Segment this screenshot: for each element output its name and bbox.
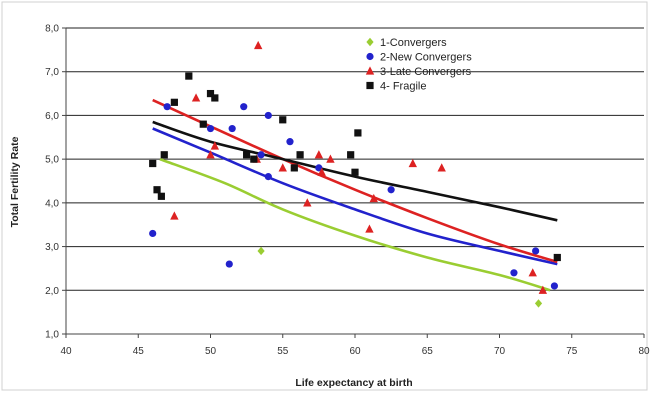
data-point — [369, 193, 378, 203]
x-tick-label: 75 — [566, 346, 578, 357]
data-point — [191, 93, 201, 102]
data-point — [253, 40, 263, 50]
data-point — [387, 186, 395, 194]
plot-area — [66, 28, 644, 334]
data-point — [538, 285, 548, 294]
data-point — [185, 72, 193, 80]
y-tick-label: 1,0 — [45, 330, 59, 341]
data-point — [211, 94, 219, 102]
data-point — [279, 116, 287, 124]
legend-label: 1-Convergers — [380, 37, 447, 49]
data-point — [160, 151, 168, 159]
y-tick-label: 3,0 — [45, 242, 59, 253]
data-point — [290, 164, 298, 172]
y-tick-label: 5,0 — [45, 155, 59, 166]
x-tick-label: 65 — [422, 346, 434, 357]
data-point — [257, 151, 265, 159]
data-point — [303, 198, 312, 207]
x-tick-label: 45 — [133, 346, 145, 357]
data-point — [326, 154, 335, 163]
data-point — [257, 246, 265, 256]
data-point — [149, 159, 157, 168]
data-point — [553, 253, 561, 262]
legend-marker — [365, 66, 375, 75]
chart-frame — [1, 1, 648, 391]
data-point — [163, 103, 171, 111]
x-axis-title: Life expectancy at birth — [295, 377, 412, 389]
y-tick-label: 7,0 — [45, 67, 59, 78]
axes: 1,0 2,0 3,0 4,0 5,0 6,0 7,0 8,0 40 45 50 55 60 65 70 75… — [45, 24, 650, 358]
x-tick-label: 70 — [494, 346, 506, 357]
data-point — [510, 269, 518, 277]
y-tick-label: 6,0 — [45, 111, 59, 122]
data-point — [157, 192, 165, 200]
data-point — [210, 141, 220, 150]
legend: 1-Convergers 2-New Convergers 3-Late Conve… — [365, 37, 472, 93]
data-point — [532, 247, 540, 255]
y-axis-title: Total Fertility Rate — [9, 136, 21, 227]
data-point — [264, 173, 272, 181]
data-point — [149, 229, 157, 238]
legend-label: 2-New Convergers — [380, 52, 472, 64]
data-point — [199, 120, 207, 128]
data-point — [437, 163, 446, 172]
data-point — [315, 164, 323, 172]
legend-label: 3-Late Convergers — [380, 66, 472, 78]
legend-marker — [366, 52, 374, 61]
data-point — [278, 163, 287, 172]
data-point — [250, 155, 258, 163]
data-point — [170, 98, 178, 106]
data-point — [317, 167, 326, 176]
x-tick-label: 80 — [638, 346, 650, 357]
legend-marker — [366, 37, 374, 47]
data-point — [314, 150, 324, 159]
data-point — [408, 158, 417, 168]
data-point — [206, 150, 215, 159]
data-point — [264, 111, 272, 120]
trendline — [152, 120, 558, 222]
data-point — [240, 103, 248, 111]
data-point — [286, 138, 294, 146]
x-tick-label: 60 — [349, 346, 361, 357]
data-point — [170, 211, 179, 220]
data-point — [550, 282, 559, 290]
x-tick-label: 55 — [277, 346, 289, 357]
y-tick-label: 4,0 — [45, 198, 59, 209]
y-tick-label: 8,0 — [45, 24, 59, 35]
y-tick-label: 2,0 — [45, 286, 59, 297]
data-points — [149, 40, 561, 308]
data-point — [228, 124, 236, 133]
data-point — [528, 268, 537, 277]
data-point — [365, 224, 374, 233]
legend-marker — [366, 81, 374, 90]
x-tick-label: 50 — [205, 346, 217, 357]
data-point — [243, 151, 251, 159]
data-point — [534, 299, 543, 308]
trendline — [159, 157, 551, 292]
data-point — [225, 260, 233, 268]
data-point — [206, 124, 215, 133]
data-point — [206, 89, 215, 98]
data-point — [354, 129, 362, 137]
data-point — [296, 151, 304, 159]
data-point — [347, 151, 355, 159]
data-point — [351, 168, 359, 176]
x-tick-label: 40 — [60, 346, 72, 357]
data-point — [153, 186, 161, 194]
legend-label: 4- Fragile — [380, 81, 426, 93]
